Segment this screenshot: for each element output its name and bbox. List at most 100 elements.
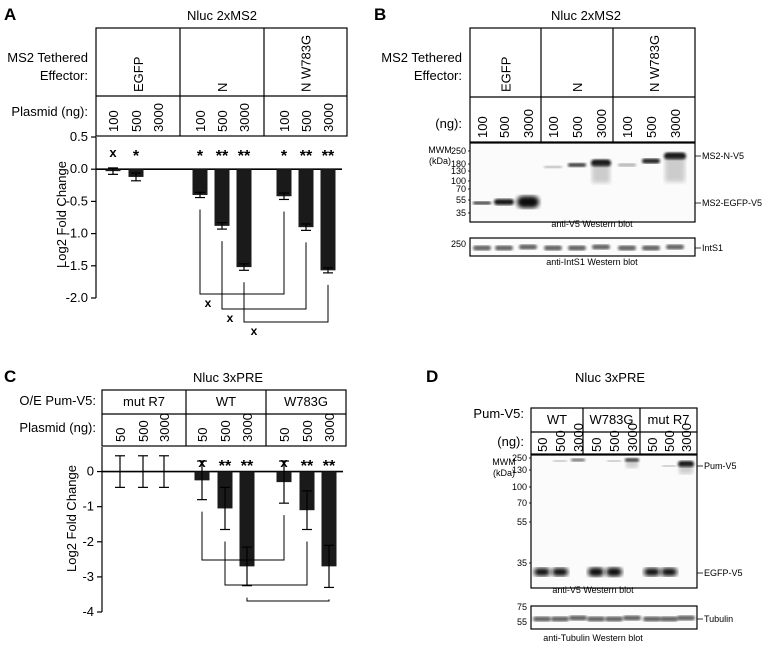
panel-c-y-tick-label: -1 <box>82 499 94 514</box>
panel-b-letter: B <box>374 5 386 24</box>
panel-b-dose-label: 3000 <box>594 109 609 138</box>
panel-b-group-label: N W783G <box>647 35 662 92</box>
panel-a-dose-label: 100 <box>106 110 121 132</box>
panel-b-row1-label-2: Effector: <box>414 68 462 83</box>
panel-d-band <box>607 460 621 462</box>
panel-d-dose-label: 500 <box>662 430 677 452</box>
panel-d-mw-marker: 250 <box>512 453 527 463</box>
panel-c-bar <box>239 471 255 567</box>
panel-d-blot2-band <box>660 616 678 622</box>
panel-a-y-tick-label: -0.5 <box>66 193 88 208</box>
panel-d-dose-label: 3000 <box>571 423 586 452</box>
panel-c-letter: C <box>4 367 16 386</box>
panel-c-chart: 0 -1 -2 -3 -4 x ** ** x ** ** <box>82 447 343 619</box>
panel-c-header-table: mut R7 WT W783G 50 500 3000 50 500 3000 50 500 3000 <box>101 389 347 447</box>
panel-c-ylabel: Log2 Fold Change <box>64 465 79 572</box>
panel-a-row1-label-1: MS2 Tethered <box>7 50 88 65</box>
panel-c-group-label: mut R7 <box>123 394 165 409</box>
panel-d-dose-label: 50 <box>645 438 660 452</box>
panel-c-dose-label: 50 <box>113 428 128 442</box>
panel-b-mw-marker: 180 <box>451 159 466 169</box>
panel-a-dose-label: 3000 <box>321 103 336 132</box>
panel-b-row2-label: (ng): <box>435 116 462 131</box>
panel-d-band <box>534 568 550 576</box>
panel-b-blot2-band <box>473 245 491 251</box>
panel-d-group-label: W783G <box>589 412 633 427</box>
panel-c-group-label: WT <box>216 394 236 409</box>
panel-a-chart: 0.50.0-0.5-1.0-1.5-2.0x * * ** ** * ** **xxx <box>66 129 342 338</box>
panel-c-dose-label: 50 <box>277 428 292 442</box>
panel-d-blot2-band <box>551 616 569 622</box>
panel-d-band <box>606 567 622 577</box>
panel-a: A Nluc 2xMS2 MS2 Tethered Effector: Plas… <box>4 5 348 338</box>
panel-c-y-tick-label: -3 <box>82 569 94 584</box>
panel-d-blot1-frame <box>530 454 698 589</box>
panel-b: B Nluc 2xMS2 MS2 Tethered Effector: (ng)… <box>374 5 762 267</box>
panel-c-y-tick-label: -2 <box>82 534 94 549</box>
panel-b-band-label: MS2-N-V5 <box>702 151 744 161</box>
panel-d-band-label: Pum-V5 <box>704 461 737 471</box>
panel-a-significance-mark: ** <box>322 148 335 165</box>
panel-a-comparison-bracket <box>199 209 285 295</box>
panel-d-blot2-marker: 75 <box>517 602 527 612</box>
panel-a-bracket-mark: x <box>205 296 212 310</box>
panel-b-band-label: MS2-EGFP-V5 <box>702 198 762 208</box>
panel-b-blot2-band <box>618 245 636 251</box>
panel-b-dose-label: 500 <box>497 116 512 138</box>
panel-a-bar <box>192 169 208 195</box>
panel-d-band-smear <box>626 460 638 468</box>
panel-b-mwm-2: (kDa) <box>429 156 451 166</box>
panel-b-blot1-frame <box>469 142 696 223</box>
panel-d-mw-marker: 130 <box>512 465 527 475</box>
panel-a-significance-mark: ** <box>300 148 313 165</box>
panel-b-blot2-caption: anti-IntS1 Western blot <box>546 257 638 267</box>
panel-a-comparison-bracket <box>243 282 329 323</box>
panel-d-header-frame <box>530 407 698 455</box>
panel-c-row2-label: Plasmid (ng): <box>19 420 96 435</box>
panel-d-mw-marker: 100 <box>512 482 527 492</box>
panel-d-group-label: mut R7 <box>648 412 690 427</box>
panel-d-band <box>553 460 567 462</box>
panel-b-blot2-band <box>544 245 562 251</box>
panel-d-band <box>552 568 568 576</box>
panel-b-header-table: EGFP N N W783G 100 500 3000 100 500 3000 100 500 30… <box>469 27 696 143</box>
panel-d-blot2-band <box>533 616 551 622</box>
panel-d-dose-label: 3000 <box>625 423 640 452</box>
panel-b-blot1-caption: anti-V5 Western blot <box>551 219 633 229</box>
panel-b-group-label: N <box>570 83 585 92</box>
panel-c-comparison-bracket <box>246 597 330 602</box>
panel-d-blot1-caption: anti-V5 Western blot <box>552 585 634 595</box>
panel-b-dose-label: 500 <box>644 116 659 138</box>
panel-c-y-tick-label: -4 <box>82 604 94 619</box>
panel-d-blot2-marker: 55 <box>517 617 527 627</box>
panel-d-blot2-caption: anti-Tubulin Western blot <box>543 633 643 643</box>
panel-b-mw-marker: 55 <box>456 195 466 205</box>
panel-c-dose-label: 3000 <box>322 413 337 442</box>
panel-b-dose-label: 100 <box>475 116 490 138</box>
panel-c-significance-mark: ** <box>241 458 254 475</box>
panel-a-bar <box>298 169 314 228</box>
panel-d-blot2-band <box>623 615 641 621</box>
panel-c-group-label: W783G <box>284 394 328 409</box>
panel-d-band-label: EGFP-V5 <box>704 568 743 578</box>
panel-a-header-frame <box>95 27 348 137</box>
panel-b-band <box>642 158 660 164</box>
panel-a-y-tick-label: 0.5 <box>70 129 88 144</box>
panel-b-mw-marker: 70 <box>456 184 466 194</box>
panel-b-dose-label: 3000 <box>521 109 536 138</box>
panel-c-dose-label: 50 <box>195 428 210 442</box>
panel-c-dose-label: 500 <box>300 420 315 442</box>
panel-a-significance-mark: * <box>133 148 140 165</box>
panel-b-band <box>544 166 562 168</box>
panel-d-row1-label: Pum-V5: <box>473 406 524 421</box>
panel-c-comparison-bracket <box>201 511 285 561</box>
panel-a-row1-label-2: Effector: <box>40 68 88 83</box>
panel-a-header-table: EGFP N N W783G 100 500 3000 100 500 3000 100 500 30… <box>95 27 348 137</box>
panel-a-bar <box>214 169 230 226</box>
panel-b-dose-label: 100 <box>620 116 635 138</box>
panel-b-band-smear <box>592 163 610 183</box>
panel-d: D Nluc 3xPRE Pum-V5: (ng): WT W783G mut R7… <box>426 367 743 643</box>
panel-d-blot2-band <box>677 615 695 621</box>
